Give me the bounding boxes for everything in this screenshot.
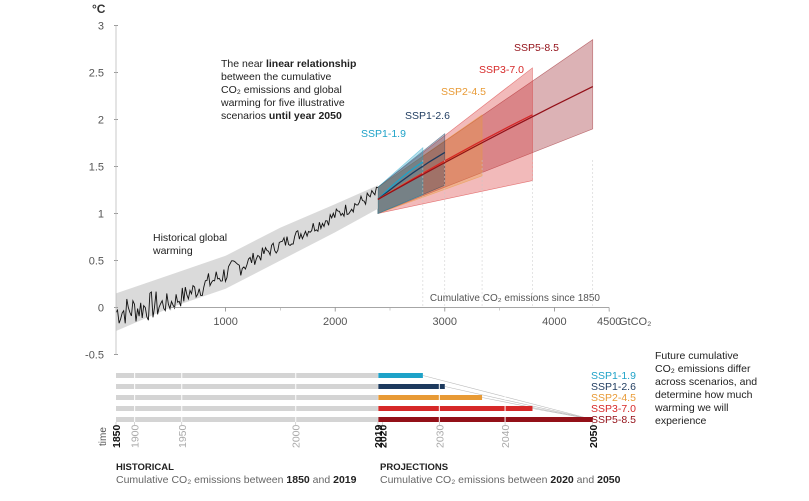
y-tick-label: 2 xyxy=(98,115,104,127)
x-tick-label: 2000 xyxy=(323,316,347,328)
projections-caption: Cumulative CO₂ emissions between 2020 an… xyxy=(380,474,621,486)
svg-text:warming: warming xyxy=(152,245,193,257)
svg-text:experience: experience xyxy=(655,415,707,427)
main-annotation: The near linear relationship between the… xyxy=(220,58,356,122)
svg-text:warming for five illustrative: warming for five illustrative xyxy=(220,97,345,109)
x-tick-label: 4500 xyxy=(597,316,621,328)
historical-series xyxy=(115,185,378,331)
line-ssp1-26 xyxy=(377,151,446,200)
y-tick-label: 0.5 xyxy=(89,256,104,268)
y-unit: °C xyxy=(92,2,106,16)
timeline-historical-bar xyxy=(116,384,378,389)
label-ssp2-45: SSP2-4.5 xyxy=(441,86,486,98)
svg-text:between the cumulative: between the cumulative xyxy=(221,71,331,83)
historical-range-band xyxy=(116,185,378,331)
y-tick-label: 1 xyxy=(98,209,104,221)
y-tick-label: 0 xyxy=(98,303,104,315)
axes: 3 2.5 2 1.5 1 0.5 0 -0.5 1000 2000 3000 4000 4500 xyxy=(85,21,621,362)
label-ssp3-70: SSP3-7.0 xyxy=(479,64,524,76)
x-unit: GtCO₂ xyxy=(619,316,651,328)
x-tick-label: 3000 xyxy=(433,316,457,328)
timeline-year-label: 1900 xyxy=(130,424,142,448)
y-tick-label: 2.5 xyxy=(89,68,104,80)
svg-text:CO₂ emissions differ: CO₂ emissions differ xyxy=(655,363,751,375)
svg-text:CO₂ emissions and global: CO₂ emissions and global xyxy=(221,84,342,96)
timeline-projection-bar xyxy=(378,417,593,422)
historical-caption: Cumulative CO₂ emissions between 1850 an… xyxy=(116,474,357,486)
timeline-historical-bar xyxy=(116,406,378,411)
timeline-label: SSP1-2.6 xyxy=(591,381,636,393)
timeline-label: SSP5-8.5 xyxy=(591,414,636,426)
timeline-connector xyxy=(444,386,593,420)
footer: HISTORICAL Cumulative CO₂ emissions betw… xyxy=(116,462,621,486)
emissions-timeline: time SSP1-1.9SSP1-2.6SSP2-4.5SSP3-7.0SSP… xyxy=(98,160,636,448)
timeline-year-label: 2030 xyxy=(434,424,446,448)
historical-title: HISTORICAL xyxy=(116,462,174,473)
svg-text:Historical global: Historical global xyxy=(153,232,227,244)
timeline-year-label: 1950 xyxy=(177,424,189,448)
label-ssp1-26: SSP1-2.6 xyxy=(405,110,450,122)
scenario-lines: SSP1-1.9 SSP1-2.6 SSP2-4.5 SSP3-7.0 SSP5-8.5 xyxy=(361,42,594,200)
svg-text:warming we will: warming we will xyxy=(654,402,729,414)
svg-text:Future cumulative: Future cumulative xyxy=(655,350,739,362)
svg-text:determine how much: determine how much xyxy=(655,389,753,401)
time-label: time xyxy=(98,427,109,446)
timeline-projection-bar xyxy=(378,373,423,378)
label-ssp5-85: SSP5-8.5 xyxy=(514,42,559,54)
svg-text:across scenarios, and: across scenarios, and xyxy=(655,376,757,388)
y-tick-label: 3 xyxy=(98,21,104,33)
timeline-label: SSP2-4.5 xyxy=(591,392,636,404)
timeline-historical-bar xyxy=(116,395,378,400)
y-tick-label: 1.5 xyxy=(89,162,104,174)
timeline-projection-bar xyxy=(378,395,483,400)
timeline-year-label: 1850 xyxy=(111,424,123,448)
future-annotation: Future cumulative CO₂ emissions differ a… xyxy=(654,350,757,427)
x-axis-caption: Cumulative CO₂ emissions since 1850 xyxy=(430,293,601,304)
timeline-year-label: 2050 xyxy=(588,424,600,448)
svg-text:The near linear relationship: The near linear relationship xyxy=(221,58,356,70)
projections-title: PROJECTIONS xyxy=(380,462,448,473)
x-tick-label: 4000 xyxy=(542,316,566,328)
timeline-label: SSP3-7.0 xyxy=(591,403,636,415)
line-ssp5-85 xyxy=(377,86,594,200)
label-ssp1-19: SSP1-1.9 xyxy=(361,128,406,140)
timeline-projection-bar xyxy=(378,384,445,389)
timeline-historical-bar xyxy=(116,417,378,422)
timeline-year-label: 2019 xyxy=(373,424,385,448)
x-tick-label: 1000 xyxy=(213,316,237,328)
y-tick-label: -0.5 xyxy=(85,350,104,362)
historical-warming-line xyxy=(115,186,378,324)
timeline-historical-bar xyxy=(116,373,378,378)
timeline-year-label: 2040 xyxy=(500,424,512,448)
timeline-year-label: 2020 xyxy=(377,424,389,448)
svg-text:scenarios until year 2050: scenarios until year 2050 xyxy=(221,110,342,122)
timeline-year-label: 2000 xyxy=(291,424,303,448)
timeline-connector xyxy=(422,375,593,420)
historical-annotation: Historical global warming xyxy=(152,232,227,257)
timeline-label: SSP1-1.9 xyxy=(591,370,636,382)
timeline-projection-bar xyxy=(378,406,533,411)
